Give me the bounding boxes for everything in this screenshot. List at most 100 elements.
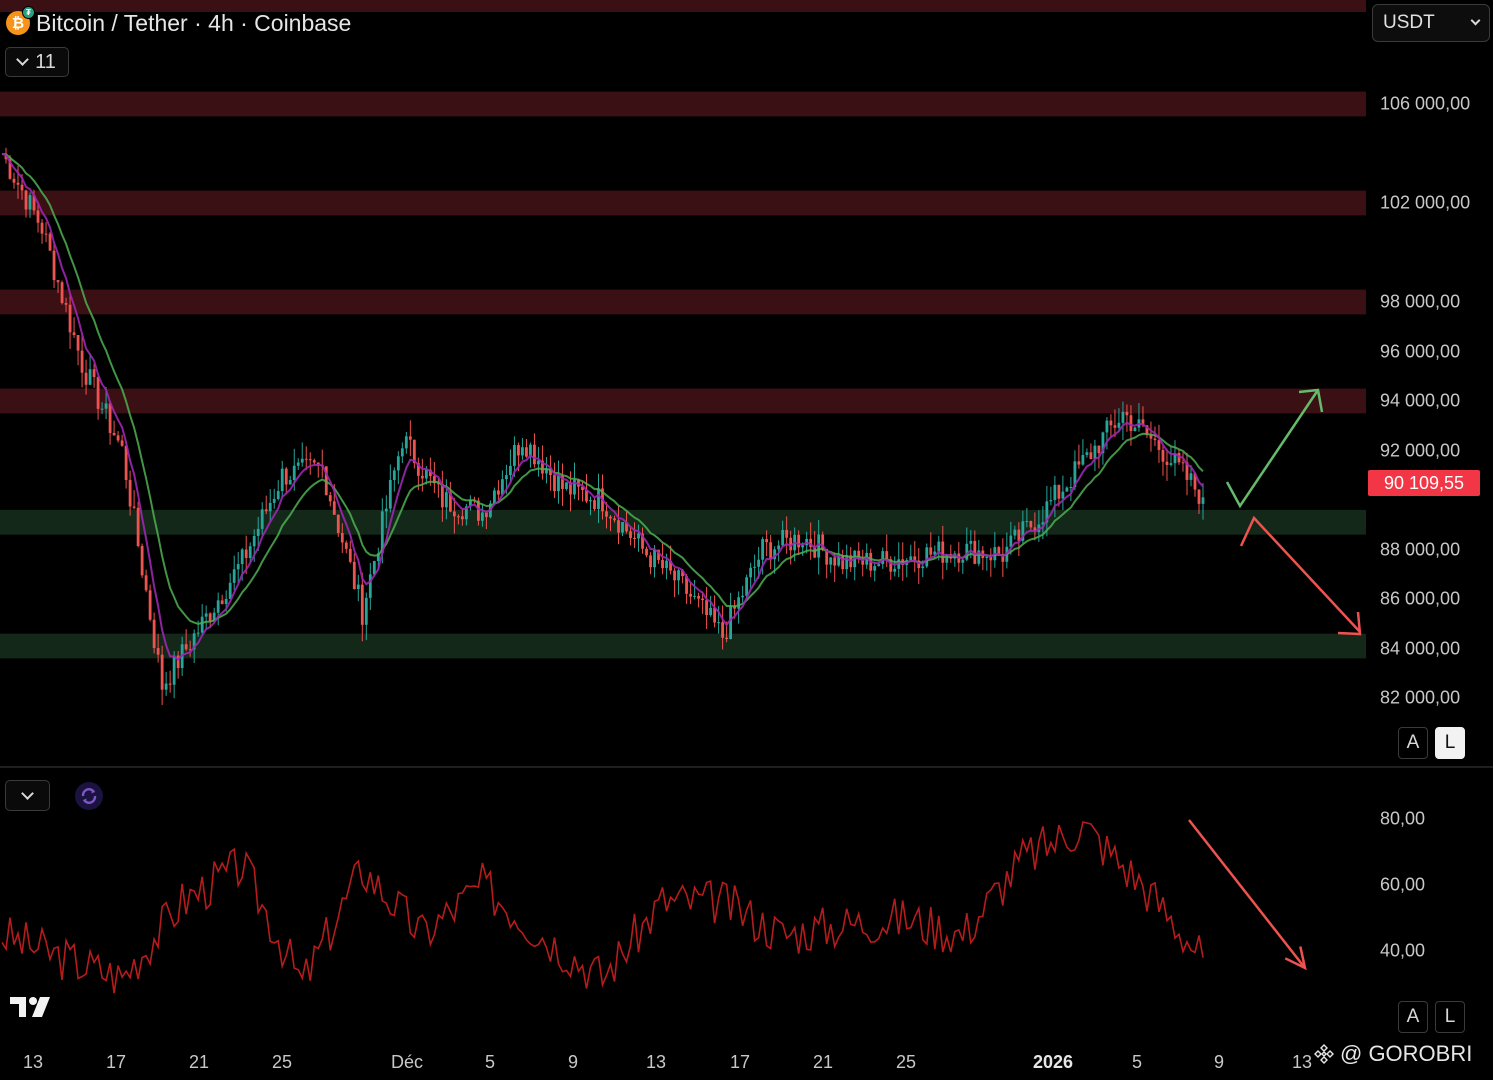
candle xyxy=(821,534,825,550)
candle xyxy=(268,502,272,512)
watermark-text: @ GOROBRI xyxy=(1340,1041,1473,1066)
candle xyxy=(713,607,716,623)
candle xyxy=(440,483,444,508)
currency-select[interactable]: USDT xyxy=(1372,4,1490,42)
indicators-toggle-button[interactable]: 11 xyxy=(5,47,69,77)
symbol-title[interactable]: ₿ ₮ Bitcoin / Tether · 4h · Coinbase xyxy=(6,6,351,38)
candle xyxy=(677,570,680,581)
resistance-zone xyxy=(0,190,1366,216)
candle xyxy=(280,468,284,492)
candle xyxy=(585,490,588,502)
candle xyxy=(216,600,220,613)
candle xyxy=(781,529,785,546)
candle xyxy=(593,500,596,510)
candle xyxy=(12,178,16,183)
time-axis-label: 5 xyxy=(1131,1052,1143,1072)
candle xyxy=(68,304,72,333)
candle xyxy=(304,458,308,460)
log-scale-button[interactable]: L xyxy=(1435,727,1465,759)
candle xyxy=(1117,422,1121,428)
candle xyxy=(132,506,136,508)
candle xyxy=(761,539,765,560)
candle xyxy=(1153,438,1157,441)
sync-icon[interactable] xyxy=(75,782,103,810)
candle xyxy=(228,582,232,599)
candle xyxy=(308,459,312,461)
candle xyxy=(637,533,640,539)
candle xyxy=(460,516,464,520)
candle xyxy=(813,547,817,558)
auto-scale-button[interactable]: A xyxy=(1398,727,1428,759)
current-price-label: 90 109,55 xyxy=(1368,470,1480,496)
candle xyxy=(1201,497,1205,504)
price-axis-label: 106 000,00 xyxy=(1380,93,1471,114)
candle xyxy=(557,475,560,492)
candle xyxy=(176,655,180,668)
candle xyxy=(332,501,336,515)
candle xyxy=(493,490,496,504)
candle xyxy=(1101,432,1105,454)
candle xyxy=(1009,535,1013,547)
bearish-arrow-head xyxy=(1337,611,1362,636)
candle xyxy=(252,536,256,547)
rsi-log-scale-button[interactable]: L xyxy=(1435,1001,1465,1033)
candle xyxy=(456,516,460,518)
candle xyxy=(641,533,644,549)
candle xyxy=(236,564,240,570)
candle xyxy=(917,560,921,569)
candle xyxy=(160,654,164,690)
pane-divider[interactable] xyxy=(0,766,1493,768)
candle xyxy=(649,555,652,568)
candle xyxy=(573,479,576,495)
candle xyxy=(212,612,216,622)
watermark: @ GOROBRI xyxy=(1314,1041,1472,1067)
candle xyxy=(769,542,773,560)
candle xyxy=(565,482,568,489)
candle xyxy=(645,548,648,556)
candle xyxy=(941,541,945,563)
candle xyxy=(52,250,56,281)
candle xyxy=(845,555,849,570)
candle xyxy=(701,598,704,601)
candle xyxy=(404,436,408,449)
rsi-bearish-arrow-head xyxy=(1284,946,1307,971)
candle xyxy=(1089,452,1093,460)
candle xyxy=(825,549,829,565)
candle xyxy=(40,222,44,234)
candle xyxy=(945,554,949,563)
binance-icon xyxy=(1314,1044,1334,1064)
candle xyxy=(1077,461,1081,465)
candle xyxy=(789,537,793,551)
candle xyxy=(529,444,532,457)
candle xyxy=(232,569,236,583)
candle xyxy=(128,479,132,507)
time-axis-label: 25 xyxy=(895,1052,917,1072)
bullish-arrow xyxy=(1225,389,1320,509)
candle xyxy=(468,499,472,507)
candle xyxy=(657,549,660,560)
candle xyxy=(428,469,432,477)
candle xyxy=(1053,484,1057,501)
candle xyxy=(136,507,140,547)
candle xyxy=(380,511,384,554)
candle xyxy=(328,495,332,502)
tradingview-logo-icon[interactable] xyxy=(10,995,60,1019)
candle xyxy=(785,529,789,538)
candle xyxy=(549,468,552,476)
candle xyxy=(977,550,981,564)
candle xyxy=(1113,425,1117,428)
rsi-pane-toggle-button[interactable] xyxy=(5,780,50,811)
candle xyxy=(1061,491,1065,499)
candle xyxy=(260,509,264,529)
bullish-arrow-head xyxy=(1298,388,1324,413)
candle xyxy=(697,595,700,599)
time-axis-label: 25 xyxy=(271,1052,293,1072)
candle xyxy=(360,584,364,625)
candle xyxy=(400,448,404,457)
candle xyxy=(248,546,252,558)
currency-value: USDT xyxy=(1383,12,1435,33)
candle xyxy=(1181,462,1185,464)
price-axis-label: 96 000,00 xyxy=(1380,341,1461,361)
rsi-auto-scale-button[interactable]: A xyxy=(1398,1001,1428,1033)
